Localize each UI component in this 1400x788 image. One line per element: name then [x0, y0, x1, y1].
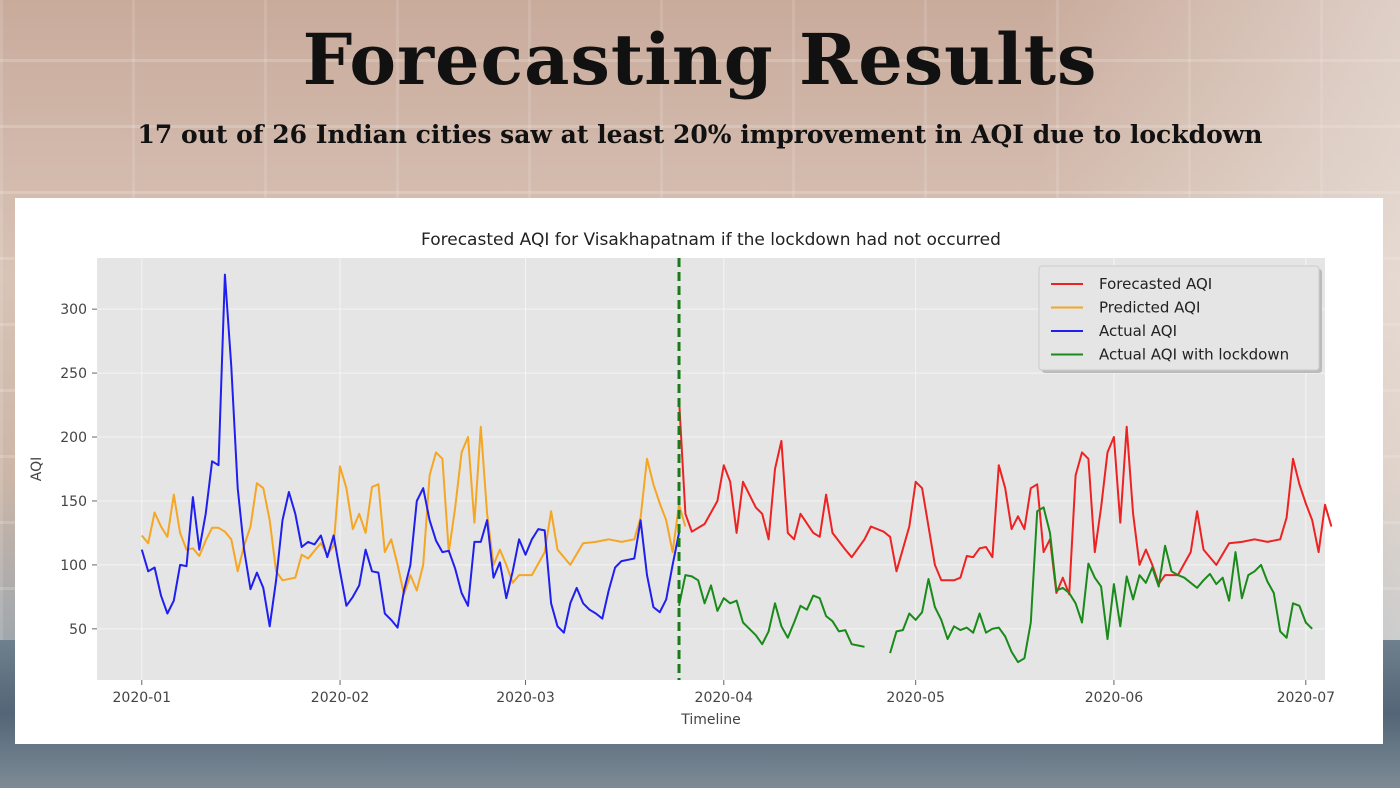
y-tick-label: 200 — [60, 430, 87, 446]
y-tick-label: 250 — [60, 366, 87, 382]
chart-title: Forecasted AQI for Visakhapatnam if the … — [421, 230, 1001, 250]
legend-label: Actual AQI — [1099, 322, 1177, 340]
legend-box — [1038, 265, 1320, 371]
x-axis: 2020-01 2020-02 2020-03 2020-04 2020-05 2020-… — [113, 680, 1336, 706]
legend-label: Predicted AQI — [1099, 299, 1200, 317]
series-lines — [140, 273, 1333, 664]
y-tick-label: 100 — [60, 558, 87, 574]
y-axis-label: AQI — [29, 457, 45, 481]
legend-label: Actual AQI with lockdown — [1099, 346, 1289, 364]
x-tick-label: 2020-01 — [113, 690, 172, 706]
x-tick-label: 2020-05 — [886, 690, 945, 706]
grid-lines — [97, 258, 1325, 680]
x-tick-label: 2020-06 — [1085, 690, 1144, 706]
x-tick-label: 2020-07 — [1277, 690, 1336, 706]
y-tick-label: 150 — [60, 494, 87, 510]
slide-subtitle: 17 out of 26 Indian cities saw at least … — [137, 120, 1263, 149]
slide-title: Forecasting Results — [302, 18, 1098, 101]
series-line-predicted-aqi — [141, 425, 687, 596]
y-tick-label: 50 — [69, 622, 87, 638]
y-tick-label: 300 — [60, 302, 87, 318]
x-tick-label: 2020-04 — [695, 690, 754, 706]
x-tick-label: 2020-03 — [496, 690, 555, 706]
legend-label: Forecasted AQI — [1099, 275, 1212, 293]
chart-legend: Forecasted AQI Predicted AQI Actual AQI Act… — [1038, 265, 1322, 373]
series-line-actual-aqi — [140, 273, 680, 634]
series-line-forecasted-aqi — [678, 398, 1333, 596]
series-line-actual-aqi-with-lockdown — [678, 506, 1313, 664]
x-axis-label: Timeline — [680, 712, 741, 728]
x-tick-label: 2020-02 — [311, 690, 370, 706]
y-axis: 50 100 150 200 250 300 — [60, 302, 97, 638]
chart-panel: 50 100 150 200 250 300 2020-01 2020-02 2020-03 2… — [15, 198, 1383, 744]
